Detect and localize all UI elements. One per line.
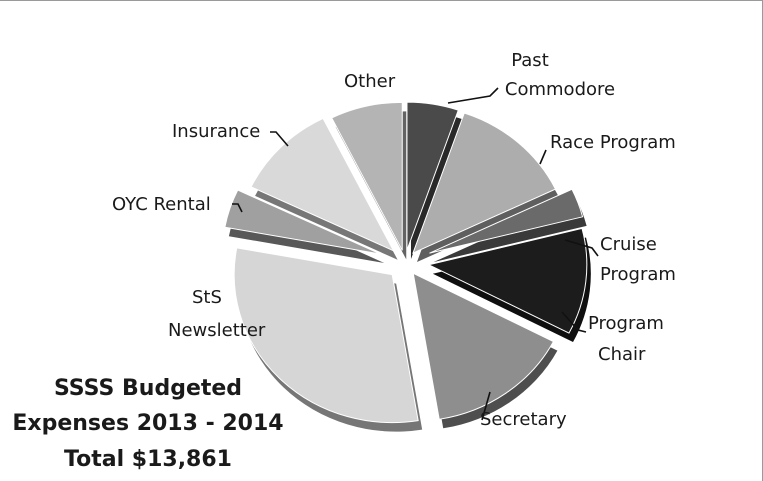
leader-line [447,87,499,104]
slice-label: Chair [598,344,646,365]
slice-label: Past [511,50,549,71]
pie-slice [330,101,403,251]
slice-label: OYC Rental [112,194,211,215]
slice-label: Commodore [505,79,615,100]
slice-label: Secretary [480,409,567,430]
pie-slice [250,117,395,252]
pie-slice [429,188,584,254]
leader-line [232,203,243,213]
chart-title-line: Expenses 2013 - 2014 [12,411,283,436]
chart-title-line: SSSS Budgeted [54,376,242,401]
slice-label: Other [344,71,396,92]
slice-label: Race Program [550,132,676,153]
slice-label: Insurance [172,121,260,142]
pie-slice [233,247,419,424]
slice-label: Newsletter [168,320,266,341]
leader-line [481,391,491,421]
slice-label: StS [192,287,222,308]
pie-slice [406,101,459,251]
leader-line [539,149,547,165]
leader-line [561,311,587,333]
pie-slice [412,272,555,420]
pie-slice [412,112,557,254]
slice-label: Program [600,264,676,285]
slice-label: Cruise [600,234,657,255]
slice-label: Program [588,313,664,334]
leader-line [270,131,289,147]
leader-line [564,239,599,257]
pie-slice [427,227,588,334]
pie-slice [224,189,381,255]
chart-title-line: Total $13,861 [64,447,232,472]
